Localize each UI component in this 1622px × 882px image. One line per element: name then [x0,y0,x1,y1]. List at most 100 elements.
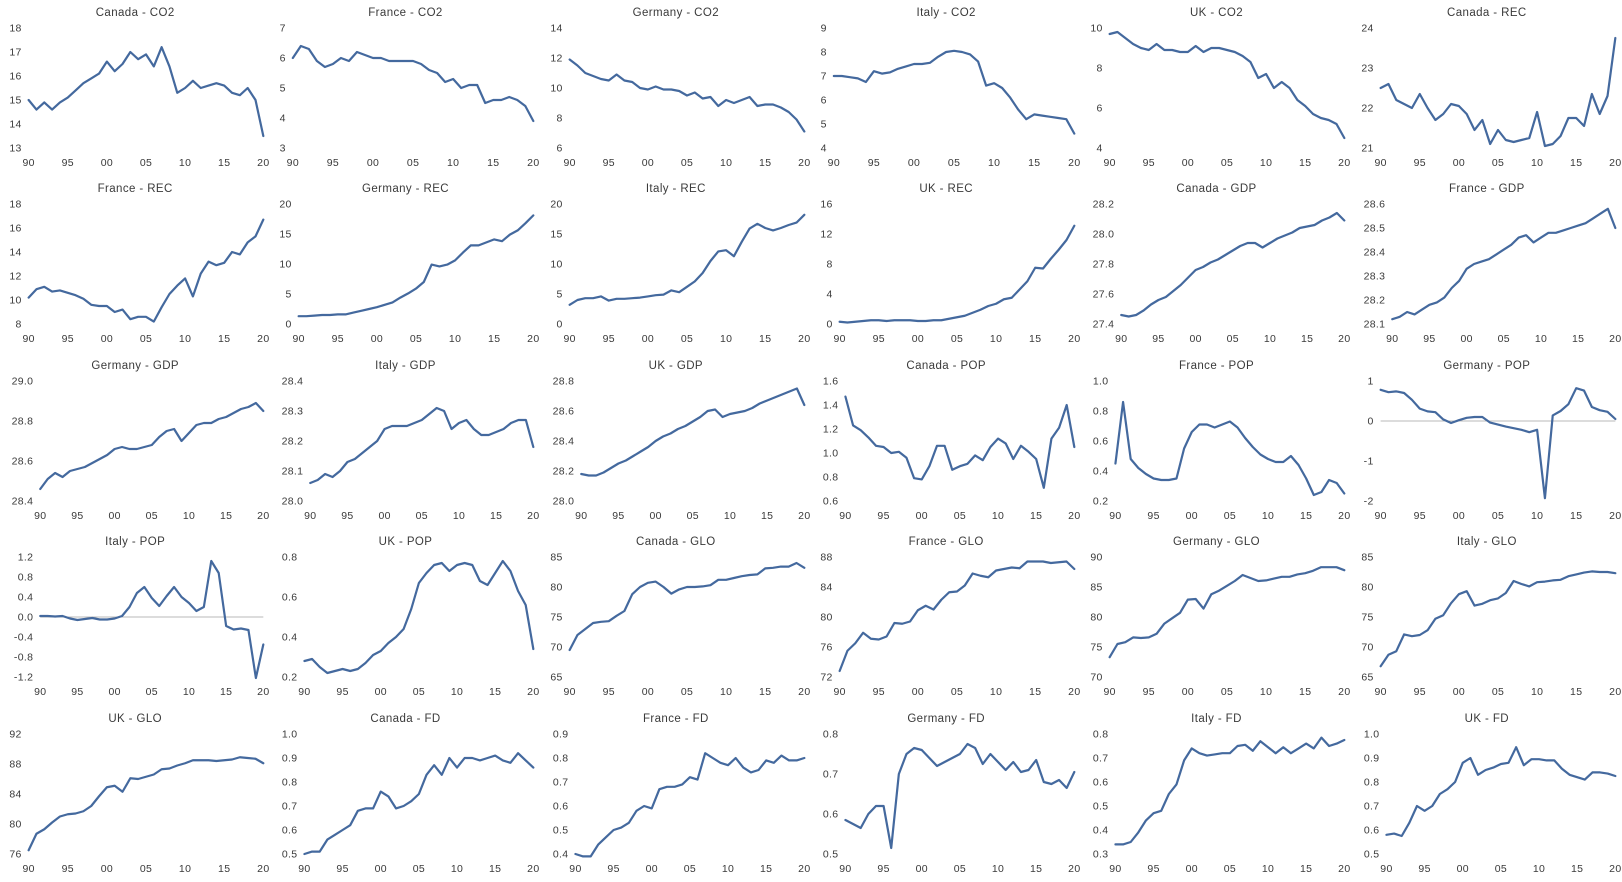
y-tick-label: 0.6 [1093,435,1109,447]
x-tick-label: 90 [34,510,46,522]
y-tick-label: 10 [550,259,562,271]
x-tick-label: 10 [990,686,1002,698]
y-tick-label: 0.6 [823,495,839,507]
y-tick-label: 70 [1091,672,1103,684]
x-tick-label: 00 [1190,333,1202,345]
chart-uk-pop: UK - POP 0.2 0.4 0.6 0.8 90 95 00 05 10 15 20 [270,529,540,705]
y-tick-label: 1.2 [823,423,839,435]
data-line-canada-co2 [27,46,265,138]
y-tick-label: 28.6 [12,455,34,467]
x-tick-label: 95 [1423,333,1435,345]
data-line-uk-co2 [1108,30,1346,140]
y-tick-label: 1.2 [18,552,34,564]
chart-title: France - REC [97,183,173,196]
chart-title: France - CO2 [368,7,443,19]
y-tick-label: -0.8 [14,652,33,664]
x-tick-label: 10 [183,686,195,698]
y-tick-label: 29.0 [12,375,34,387]
x-tick-label: 95 [1413,510,1425,522]
x-tick-label: 95 [1413,686,1425,698]
chart-title: France - GDP [1448,183,1525,196]
y-tick-label: 6 [280,53,286,65]
x-tick-label: 10 [722,863,734,875]
y-tick-label: 80 [1361,582,1373,594]
y-tick-label: 0.6 [823,808,839,820]
y-tick-label: 15 [550,229,562,241]
y-tick-label: 0.9 [1364,752,1380,764]
data-line-germany-gdp [39,401,265,490]
x-tick-label: 15 [218,863,230,875]
data-line-uk-glo [27,755,265,851]
x-tick-label: 20 [528,157,540,169]
y-tick-label: 0.7 [1364,800,1380,812]
y-tick-label: 0.8 [823,728,839,740]
chart-france-pop: France - POP 0.2 0.4 0.6 0.8 1.0 90 95 00 05 10 15 2… [1081,353,1351,529]
data-line-canada-pop [844,395,1076,489]
x-tick-label: 20 [528,686,540,698]
y-tick-label: 28.6 [552,405,574,417]
x-tick-label: 15 [218,157,230,169]
y-tick-label: 16 [820,199,832,211]
y-tick-label: 0.4 [1093,465,1109,477]
x-tick-label: 00 [101,157,113,169]
x-tick-label: 05 [686,510,698,522]
y-tick-label: 27.6 [1093,289,1115,301]
chart-title: France - FD [642,712,709,725]
data-line-france-glo [838,560,1076,673]
x-tick-label: 95 [877,863,889,875]
chart-title: Germany - REC [361,183,449,196]
x-tick-label: 15 [1301,333,1313,345]
y-tick-label: 92 [9,728,21,740]
x-tick-label: 90 [563,157,575,169]
chart-plot-italy-gdp: 28.0 28.1 28.2 28.3 28.4 90 95 00 05 10 15 20 [282,375,540,522]
x-tick-label: 95 [602,157,614,169]
y-tick-label: 20 [550,199,562,211]
x-tick-label: 90 [1380,863,1392,875]
y-tick-label: 85 [1361,552,1373,564]
x-tick-label: 15 [1570,157,1582,169]
y-tick-label: 0.6 [1093,776,1109,788]
chart-uk-rec: UK - REC 0 4 8 12 16 90 95 00 05 10 15 20 [811,176,1081,352]
y-tick-label: 20 [280,199,292,211]
chart-plot-italy-glo: 65 70 75 80 85 90 95 00 05 10 15 20 [1361,552,1621,698]
x-tick-label: 10 [447,157,459,169]
chart-title: Canada - REC [1447,7,1527,19]
x-tick-label: 05 [954,510,966,522]
x-tick-label: 15 [487,157,499,169]
x-tick-label: 05 [416,510,428,522]
x-tick-label: 00 [1182,157,1194,169]
x-tick-label: 95 [602,333,614,345]
chart-plot-france-gdp: 28.1 28.2 28.3 28.4 28.5 28.6 90 95 00 05 10 15 20 [1363,199,1621,345]
chart-plot-france-glo: 72 76 80 84 88 90 95 00 05 10 15 20 [820,552,1080,698]
x-tick-label: 05 [1227,333,1239,345]
x-tick-label: 95 [337,863,349,875]
x-tick-label: 05 [951,333,963,345]
x-tick-label: 20 [1068,157,1080,169]
x-tick-label: 10 [1531,157,1543,169]
x-tick-label: 05 [407,157,419,169]
x-tick-label: 20 [798,686,810,698]
x-tick-label: 90 [34,686,46,698]
y-tick-label: 88 [820,552,832,564]
x-tick-label: 95 [877,510,889,522]
x-tick-label: 15 [759,686,771,698]
x-tick-label: 00 [1452,157,1464,169]
x-tick-label: 05 [680,686,692,698]
chart-plot-france-pop: 0.2 0.4 0.6 0.8 1.0 90 95 00 05 10 15 20 [1093,375,1350,521]
y-tick-label: 84 [820,582,832,594]
x-tick-label: 00 [1456,863,1468,875]
y-tick-label: 15 [9,95,21,107]
chart-france-gdp: France - GDP 28.1 28.2 28.3 28.4 28.5 28.6 90 95… [1352,176,1622,352]
y-tick-label: 5 [556,289,562,301]
y-tick-label: 18 [9,199,21,211]
x-tick-label: 15 [1030,863,1042,875]
y-tick-label: 28.8 [12,415,34,427]
x-tick-label: 15 [1299,686,1311,698]
x-tick-label: 20 [1339,863,1351,875]
x-tick-label: 20 [1609,510,1621,522]
x-tick-label: 15 [759,157,771,169]
y-tick-label: 1.0 [1093,375,1109,387]
x-tick-label: 95 [71,510,83,522]
y-tick-label: 28.5 [1363,223,1385,235]
x-tick-label: 10 [453,510,465,522]
